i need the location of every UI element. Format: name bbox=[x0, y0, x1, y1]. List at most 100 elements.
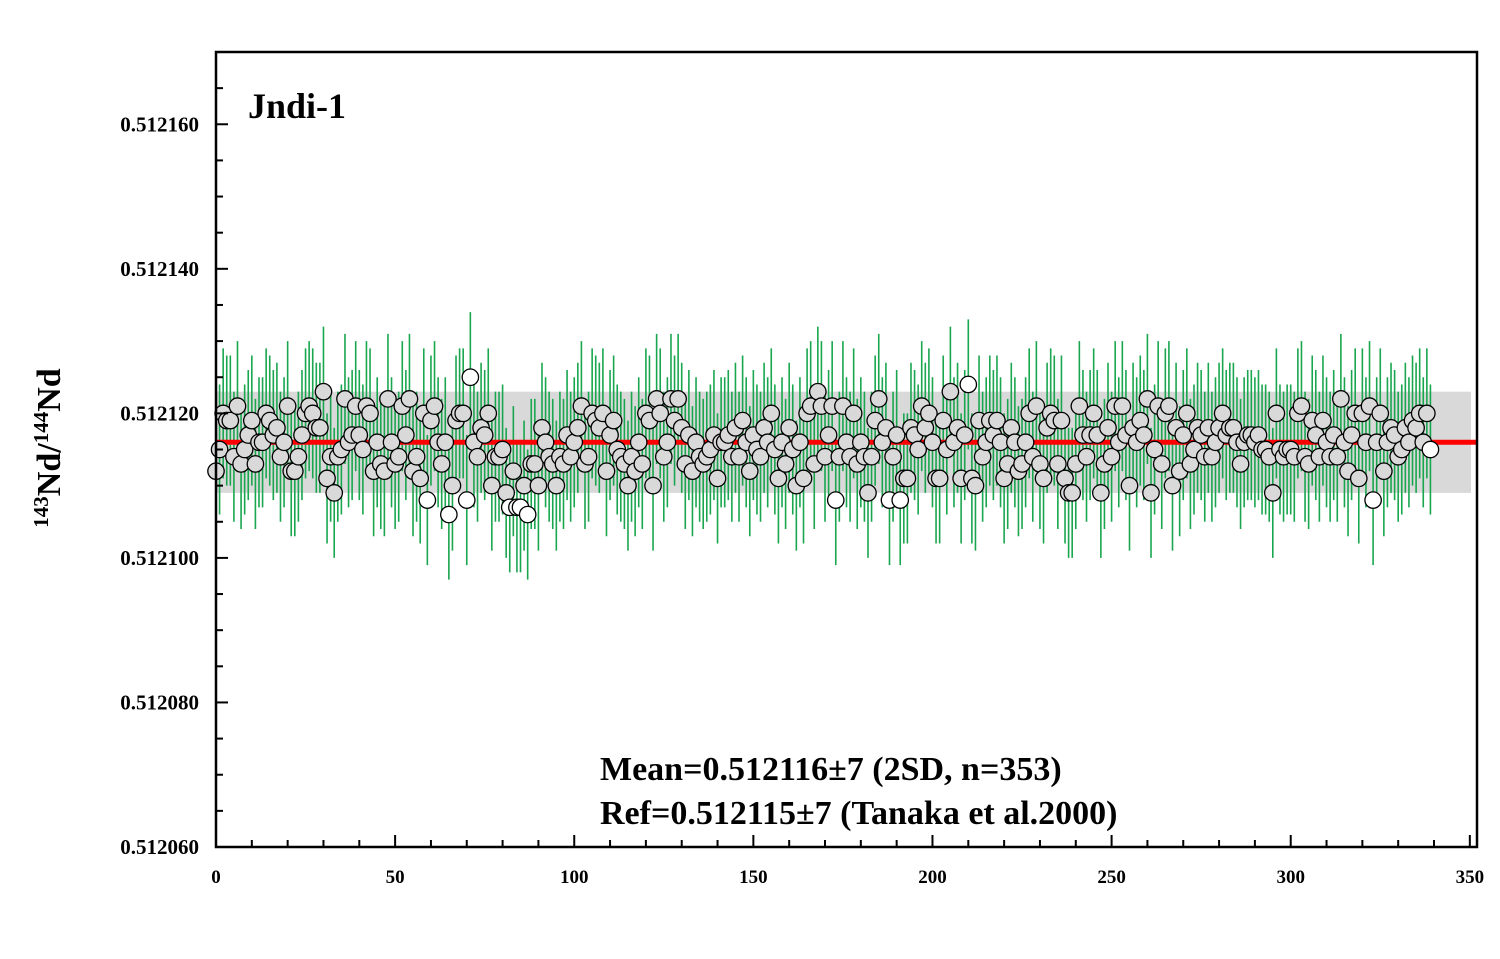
data-point bbox=[311, 418, 329, 437]
data-point bbox=[740, 462, 759, 481]
data-point bbox=[285, 462, 304, 481]
data-point bbox=[1349, 469, 1368, 488]
data-point bbox=[1163, 476, 1182, 495]
y-axis-title-part: Nd/ bbox=[31, 443, 68, 496]
data-point bbox=[457, 491, 476, 509]
data-point bbox=[389, 447, 408, 466]
data-point bbox=[1314, 411, 1332, 430]
data-point bbox=[1177, 404, 1196, 423]
x-tick-label: 300 bbox=[1276, 867, 1305, 888]
data-point bbox=[1342, 426, 1361, 444]
data-point bbox=[923, 433, 942, 452]
data-point bbox=[411, 469, 430, 488]
data-point bbox=[629, 433, 648, 452]
y-axis-title-part: Nd bbox=[31, 368, 68, 412]
data-point bbox=[1034, 469, 1053, 488]
x-tick-label: 0 bbox=[211, 867, 221, 888]
data-point bbox=[547, 476, 566, 495]
x-tick-label: 250 bbox=[1097, 867, 1126, 888]
data-point bbox=[1049, 455, 1067, 473]
data-point bbox=[859, 484, 877, 502]
data-point bbox=[454, 404, 473, 423]
data-point bbox=[930, 469, 949, 488]
y-tick-label: 0.512140 bbox=[120, 257, 199, 281]
x-tick-label: 50 bbox=[386, 867, 405, 888]
y-axis-title-superscript: 143 bbox=[29, 496, 53, 528]
y-tick-label: 0.512100 bbox=[120, 546, 199, 570]
y-axis-ticks: 0.512060 0.512080 0.512100 0.512120 0.512140… bbox=[120, 51, 228, 859]
data-point bbox=[934, 411, 953, 430]
data-point bbox=[808, 382, 827, 401]
data-point bbox=[794, 469, 813, 488]
x-tick-label: 350 bbox=[1456, 867, 1485, 888]
x-tick-label: 100 bbox=[560, 867, 589, 888]
data-point bbox=[973, 447, 992, 466]
y-tick-label: 0.512060 bbox=[120, 835, 199, 859]
y-tick-label: 0.512080 bbox=[120, 690, 199, 714]
data-point bbox=[1134, 426, 1153, 444]
data-point bbox=[1113, 397, 1132, 415]
data-point bbox=[1027, 397, 1046, 415]
data-point bbox=[314, 382, 333, 401]
data-point bbox=[436, 433, 455, 452]
data-point bbox=[565, 433, 584, 452]
data-point bbox=[1077, 447, 1096, 466]
data-point bbox=[1203, 447, 1221, 466]
data-point bbox=[1063, 484, 1082, 502]
y-axis-title-superscript: 144 bbox=[29, 411, 53, 443]
data-point bbox=[268, 418, 286, 437]
data-point bbox=[440, 505, 458, 524]
data-point bbox=[407, 447, 426, 466]
data-point bbox=[708, 469, 727, 488]
data-point bbox=[475, 426, 494, 444]
data-point bbox=[425, 397, 444, 415]
data-point bbox=[1375, 462, 1393, 481]
y-tick-label: 0.512120 bbox=[120, 401, 199, 425]
data-point bbox=[518, 505, 537, 524]
data-point bbox=[644, 476, 662, 495]
data-point bbox=[597, 462, 616, 481]
data-point bbox=[1332, 390, 1350, 408]
data-point bbox=[1292, 397, 1311, 415]
x-tick-label: 150 bbox=[739, 867, 768, 888]
x-axis-ticks: 0 50 100 150 200 250 300 350 bbox=[211, 835, 1484, 888]
data-point bbox=[461, 368, 480, 387]
data-point bbox=[533, 418, 551, 437]
data-point bbox=[844, 404, 863, 423]
data-point bbox=[1016, 433, 1035, 452]
mean-stat-text: Mean=0.512116±7 (2SD, n=353) bbox=[600, 751, 1062, 788]
data-point bbox=[776, 455, 795, 473]
data-point bbox=[1364, 491, 1382, 509]
data-point bbox=[228, 397, 247, 415]
ref-stat-text: Ref=0.512115±7 (Tanaka et al.2000) bbox=[600, 795, 1118, 832]
data-point bbox=[1131, 411, 1150, 430]
data-point bbox=[898, 469, 917, 488]
data-point bbox=[884, 447, 902, 466]
data-point bbox=[525, 455, 544, 473]
data-point bbox=[633, 455, 652, 473]
data-point bbox=[432, 455, 451, 473]
data-point bbox=[1417, 404, 1436, 423]
data-point bbox=[780, 418, 799, 437]
data-point bbox=[791, 433, 809, 452]
data-point bbox=[669, 390, 687, 408]
data-point bbox=[1213, 404, 1232, 423]
data-point bbox=[318, 469, 336, 488]
data-point bbox=[1145, 440, 1164, 459]
data-point bbox=[293, 426, 311, 444]
data-point bbox=[1120, 476, 1139, 495]
data-point bbox=[658, 433, 677, 452]
data-point bbox=[354, 440, 372, 459]
data-point bbox=[1231, 455, 1250, 473]
data-point bbox=[504, 462, 523, 481]
data-point bbox=[493, 440, 512, 459]
sample-label: Jndi-1 bbox=[248, 86, 346, 126]
data-point bbox=[730, 447, 748, 466]
data-point bbox=[851, 433, 870, 452]
data-point bbox=[479, 404, 498, 423]
data-point bbox=[1267, 404, 1286, 423]
data-point bbox=[397, 426, 415, 444]
data-point bbox=[275, 433, 293, 452]
data-point bbox=[1174, 426, 1193, 444]
data-point bbox=[1152, 455, 1171, 473]
